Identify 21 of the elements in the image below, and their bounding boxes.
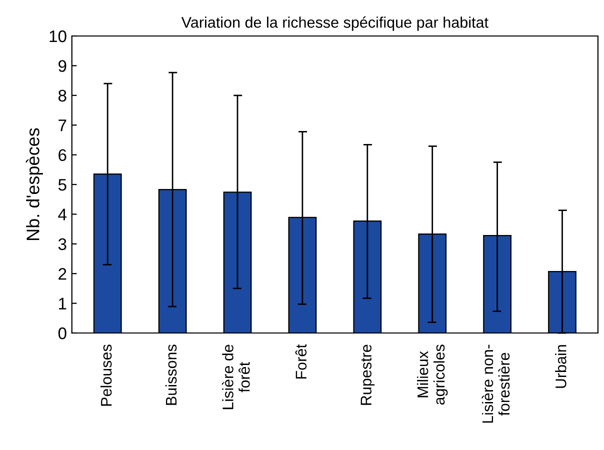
- x-tick-label: Pelouses: [100, 344, 112, 406]
- x-tick-label: Milieux agricoles: [416, 344, 448, 405]
- chart-title: Variation de la richesse spécifique par habitat: [181, 16, 488, 31]
- x-tick-label: Urbain: [555, 345, 566, 388]
- y-tick-label: 8: [58, 90, 66, 102]
- y-tick-label: 0: [58, 327, 66, 340]
- x-tick-label: Rupestre: [360, 344, 375, 405]
- x-tick-label: Lisière non- forestière: [482, 344, 510, 423]
- y-tick-label: 1: [59, 298, 66, 310]
- y-tick-label: 4: [58, 208, 67, 220]
- y-tick-label: 3: [58, 238, 66, 250]
- x-tick-label: Forêt: [295, 344, 307, 379]
- y-axis-title: Nb. d'espèces: [26, 128, 43, 240]
- y-tick-label: 7: [58, 120, 66, 132]
- y-tick-label: 6: [58, 149, 66, 162]
- y-tick-label: 5: [58, 179, 66, 191]
- x-tick-label: Lisière de forêt: [222, 344, 250, 410]
- y-tick-label: 2: [58, 268, 66, 280]
- y-tick-label: 10: [50, 30, 66, 42]
- y-tick-label: 9: [58, 60, 66, 72]
- x-tick-label: Buissons: [165, 344, 177, 405]
